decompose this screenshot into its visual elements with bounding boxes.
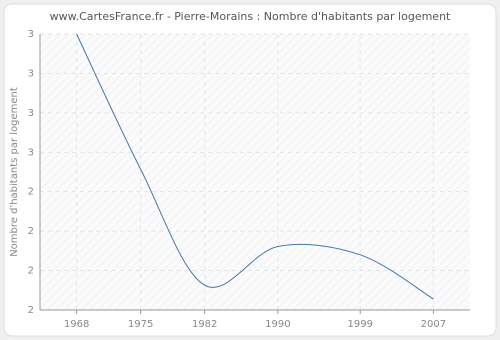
y-tick-label: 3: [28, 68, 34, 79]
x-tick-label: 1982: [192, 319, 217, 330]
x-tick-label: 1999: [347, 319, 372, 330]
plot-area: [40, 34, 470, 310]
y-tick-label: 3: [28, 29, 34, 40]
chart-title: www.CartesFrance.fr - Pierre-Morains : N…: [50, 10, 451, 23]
x-tick-label: 2007: [421, 319, 446, 330]
y-tick-label: 2: [28, 187, 34, 198]
y-tick-label: 2: [28, 226, 34, 237]
y-axis-label: Nombre d'habitants par logement: [9, 87, 20, 257]
x-tick-label: 1990: [265, 319, 290, 330]
x-tick-label: 1975: [128, 319, 153, 330]
y-tick-label: 3: [28, 147, 34, 158]
y-tick-label: 3: [28, 108, 34, 119]
y-tick-label: 2: [28, 305, 34, 316]
data-line: [76, 33, 434, 300]
x-tick-label: 1968: [64, 319, 89, 330]
y-tick-label: 2: [28, 266, 34, 277]
